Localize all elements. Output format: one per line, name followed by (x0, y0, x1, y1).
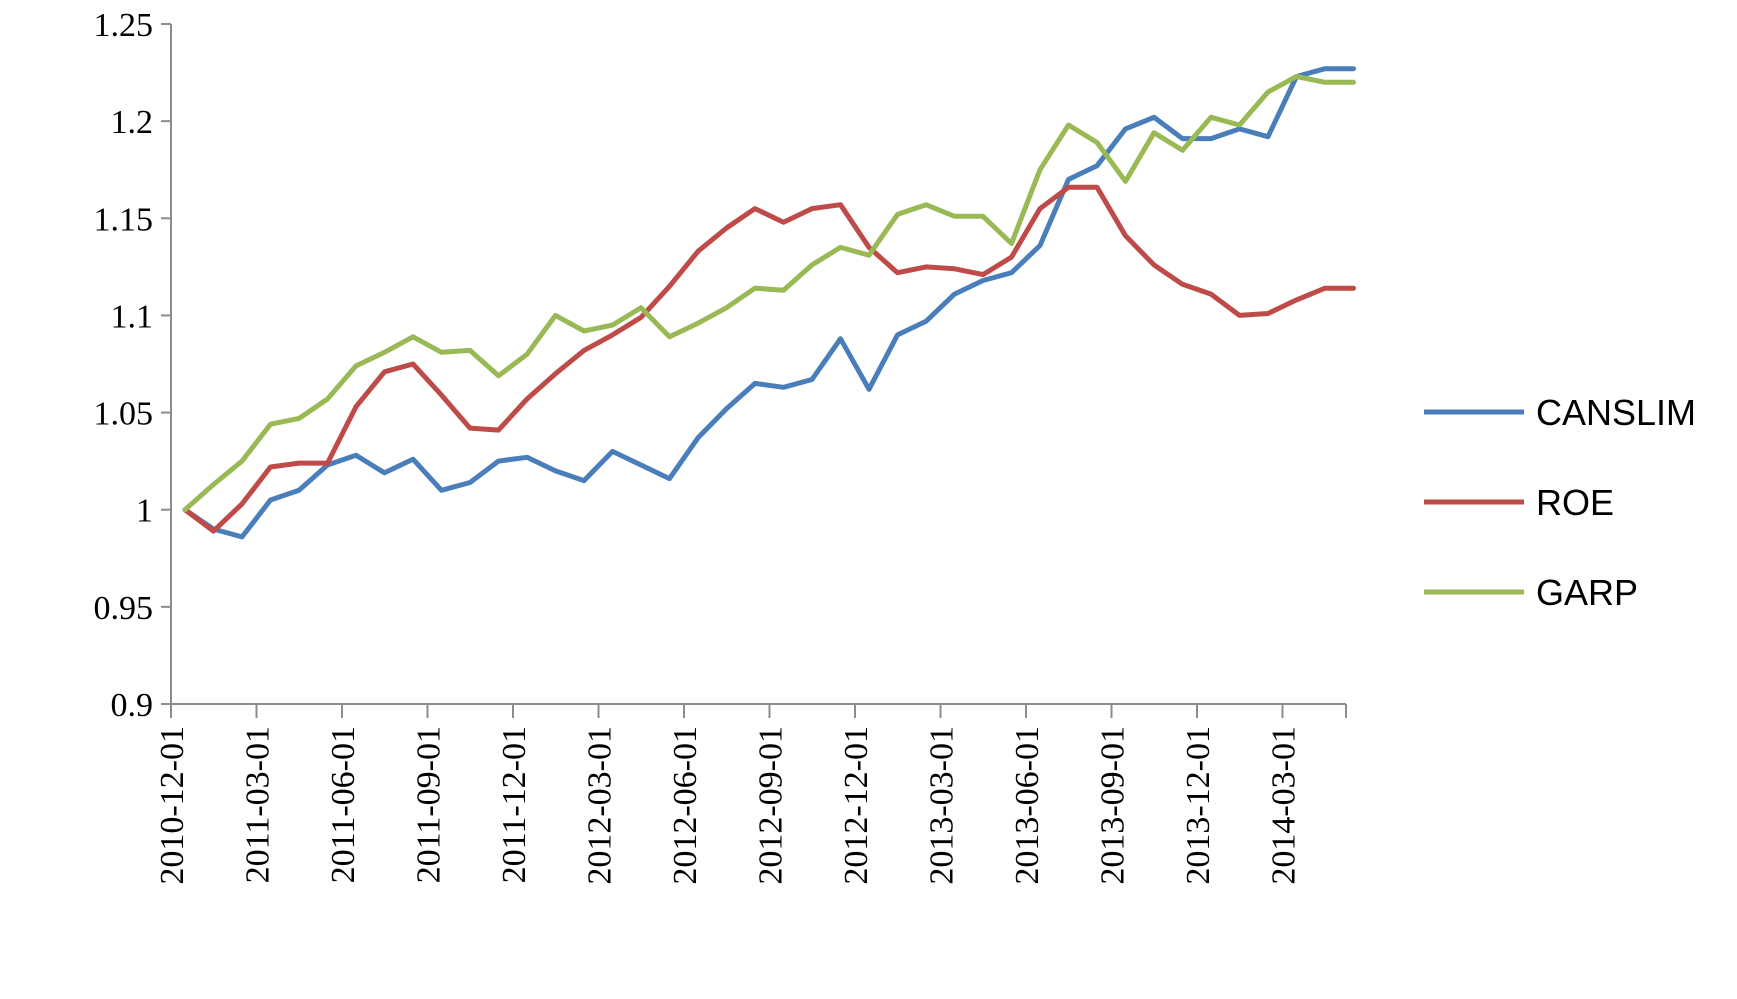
x-tick-label: 2012-06-01 (667, 726, 704, 885)
y-tick-label: 1.1 (111, 298, 154, 335)
x-tick-label: 2012-03-01 (582, 726, 619, 885)
y-tick-label: 0.9 (111, 687, 154, 724)
x-tick-label: 2011-09-01 (411, 726, 448, 883)
x-tick-label: 2011-03-01 (240, 726, 277, 883)
legend-label-canslim: CANSLIM (1536, 392, 1696, 433)
x-tick-label: 2012-09-01 (753, 726, 790, 885)
series-line-garp (182, 74, 1356, 513)
y-axis-ticks: 0.9 0.95 1 1.05 1.1 1.15 1.2 1.25 (94, 7, 171, 724)
x-axis-ticks: 2010-12-01 2011-03-01 2011-06-01 2011-09-01… (154, 704, 1347, 885)
y-tick-label: 1.25 (94, 7, 154, 44)
series-lines (182, 66, 1356, 540)
x-tick-label: 2014-03-01 (1266, 726, 1303, 885)
y-tick-label: 0.95 (94, 590, 154, 627)
x-tick-label: 2013-12-01 (1180, 726, 1217, 885)
x-tick-label: 2013-06-01 (1009, 726, 1046, 885)
legend: CANSLIM ROE GARP (1424, 392, 1696, 613)
y-tick-label: 1.2 (111, 104, 154, 141)
legend-label-roe: ROE (1536, 482, 1614, 523)
series-line-canslim (182, 66, 1356, 540)
x-tick-label: 2010-12-01 (154, 726, 191, 885)
y-tick-label: 1.05 (94, 396, 154, 433)
x-tick-label: 2012-12-01 (838, 726, 875, 885)
legend-label-garp: GARP (1536, 572, 1638, 613)
x-tick-label: 2011-12-01 (496, 726, 533, 883)
x-tick-label: 2013-09-01 (1095, 726, 1132, 885)
y-tick-label: 1 (136, 493, 153, 530)
y-tick-label: 1.15 (94, 201, 154, 238)
chart-axes (170, 24, 1346, 705)
x-tick-label: 2011-06-01 (325, 726, 362, 883)
x-tick-label: 2013-03-01 (924, 726, 961, 885)
series-line-roe (182, 184, 1356, 534)
